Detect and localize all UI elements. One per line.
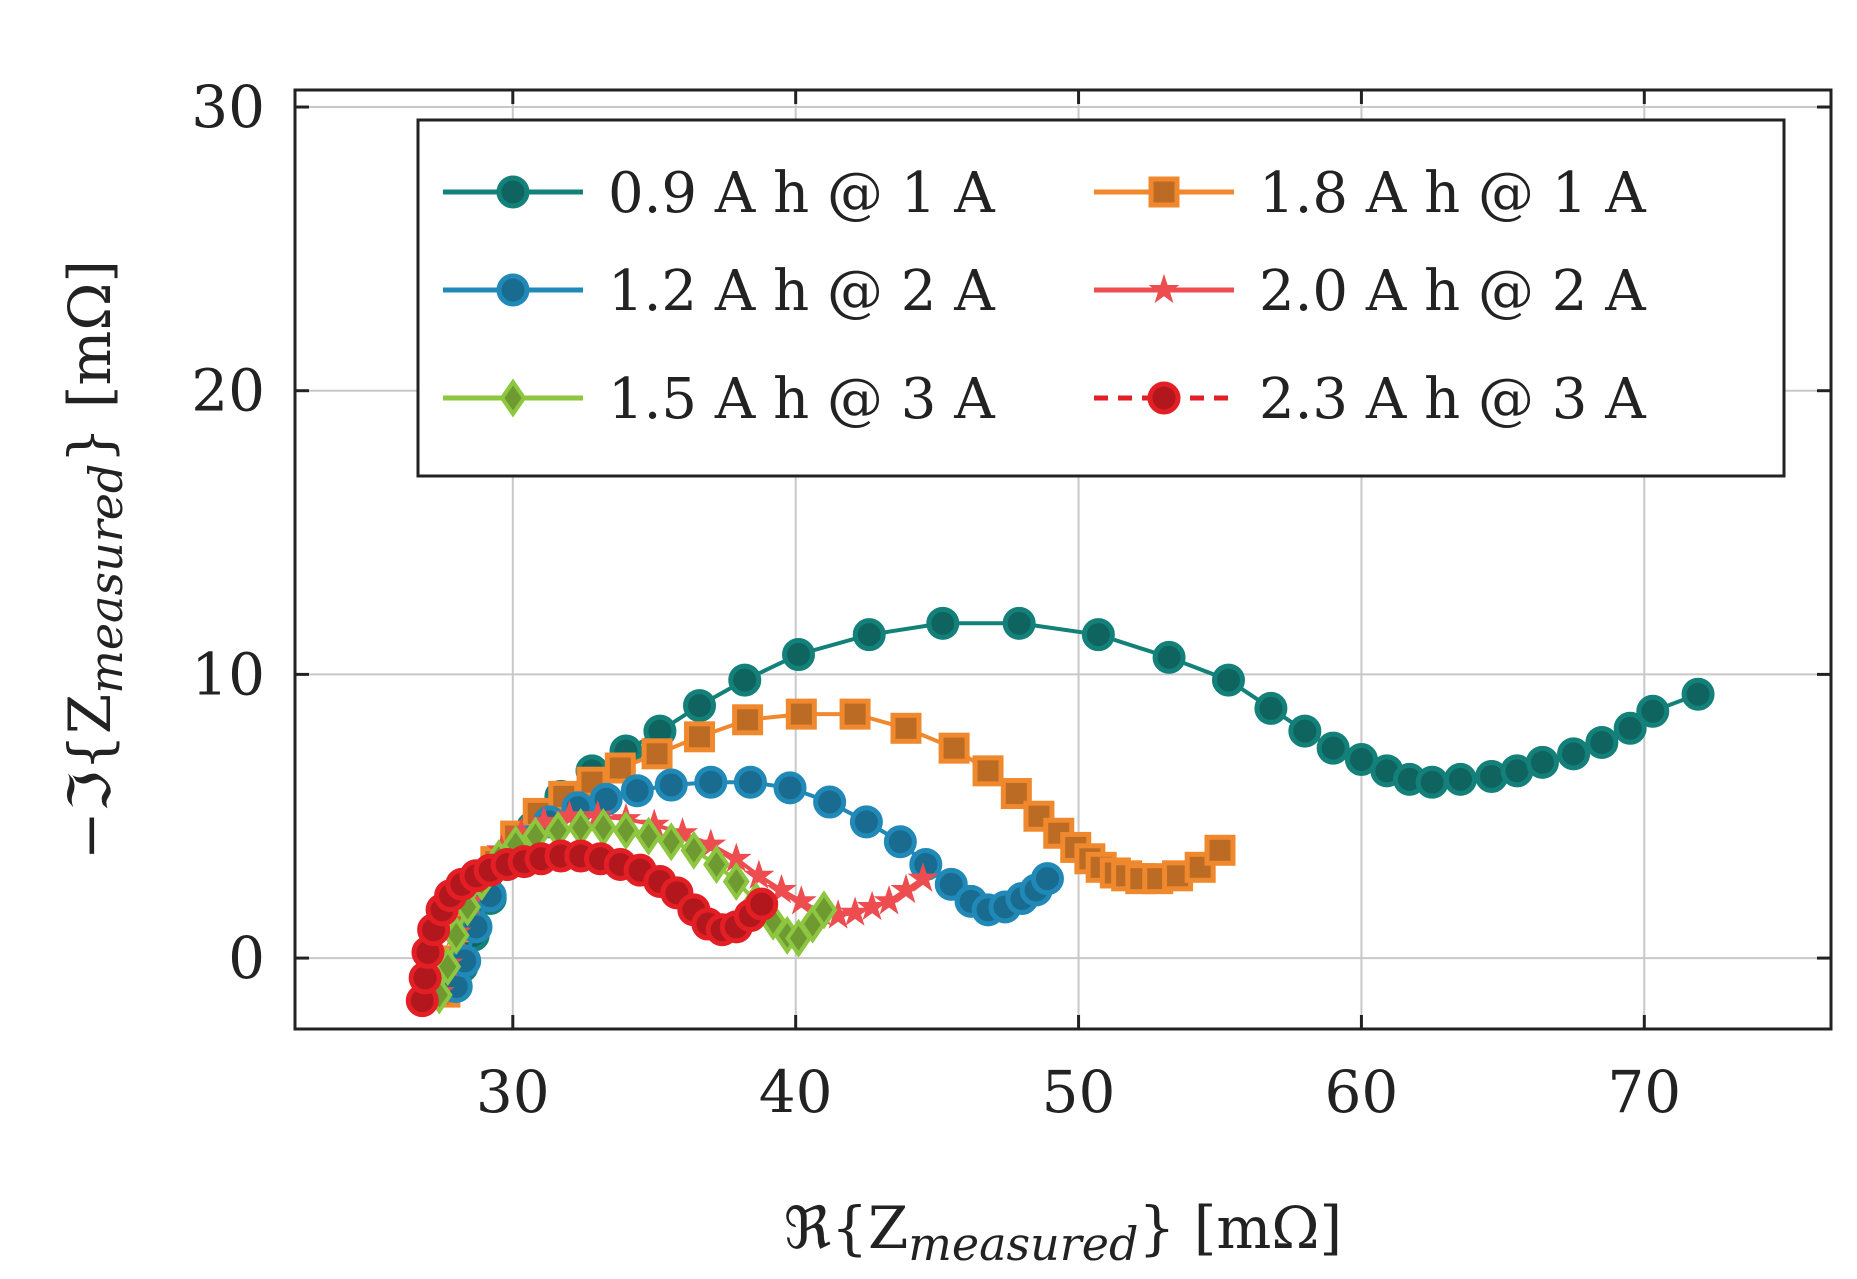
data-point — [890, 712, 922, 744]
x-tick-label: 40 — [759, 1058, 833, 1126]
data-point — [782, 638, 816, 672]
x-tick-labels: 30 40 50 60 70 — [476, 1058, 1681, 1126]
legend-label: 1.5 A h @ 3 A — [608, 367, 995, 432]
legend-marker — [496, 273, 530, 307]
x-tick-label: 70 — [1607, 1058, 1681, 1126]
y-tick-label: 20 — [191, 357, 265, 425]
legend-label: 1.8 A h @ 1 A — [1259, 161, 1646, 226]
legend-marker — [499, 378, 527, 418]
x-axis-label: ℜ{Zmeasured} [mΩ] — [784, 1194, 1342, 1271]
data-point — [1000, 778, 1032, 810]
data-point — [1254, 691, 1288, 725]
data-point — [1443, 762, 1477, 796]
legend-entry: 2.0 A h @ 2 A — [1094, 259, 1646, 324]
data-point — [1211, 663, 1245, 697]
data-point — [849, 805, 883, 839]
data-point — [703, 844, 730, 884]
data-point — [1415, 765, 1449, 799]
legend-marker — [496, 175, 530, 209]
data-point — [683, 689, 717, 723]
y-tick-label: 10 — [191, 640, 265, 708]
data-point — [1557, 737, 1591, 771]
data-point — [938, 732, 970, 764]
data-point — [773, 771, 807, 805]
data-point — [766, 873, 797, 904]
data-point — [839, 698, 871, 730]
data-point — [810, 890, 838, 930]
data-point — [732, 704, 764, 736]
data-point — [728, 663, 762, 697]
data-point — [680, 830, 708, 870]
data-point — [1081, 618, 1115, 652]
legend-label: 2.0 A h @ 2 A — [1259, 259, 1646, 324]
data-point — [883, 825, 917, 859]
data-point — [785, 885, 817, 915]
data-point — [907, 862, 939, 892]
data-point — [1023, 800, 1055, 832]
data-point — [733, 765, 767, 799]
data-point — [972, 755, 1004, 787]
data-point — [1525, 745, 1559, 779]
series-1 — [434, 606, 1715, 1003]
data-point — [1636, 694, 1670, 728]
data-point — [839, 896, 871, 926]
tick-marks — [295, 90, 1831, 1029]
data-point — [1316, 731, 1350, 765]
legend-box — [416, 118, 1786, 478]
data-point — [1030, 862, 1064, 896]
legend-entry: 1.2 A h @ 2 A — [443, 259, 995, 324]
series-6 — [405, 839, 779, 1018]
data-point — [745, 887, 779, 921]
legend-marker — [1148, 273, 1180, 304]
data-point — [695, 828, 727, 858]
legend-entry: 2.3 A h @ 3 A — [1094, 367, 1646, 432]
data-point — [657, 822, 685, 862]
y-tick-labels: 0 10 20 30 — [191, 73, 265, 992]
y-tick-label: 0 — [228, 924, 265, 992]
data-point — [604, 752, 636, 784]
data-point — [1204, 834, 1236, 866]
data-point — [785, 698, 817, 730]
data-point — [1613, 711, 1647, 745]
data-point — [684, 721, 716, 753]
legend-marker — [1148, 176, 1180, 208]
data-point — [641, 738, 673, 770]
y-axis-label: −ℑ{Zmeasured} [mΩ] — [56, 260, 133, 860]
x-tick-label: 30 — [476, 1058, 550, 1126]
legend-entry: 1.8 A h @ 1 A — [1094, 161, 1646, 226]
legend-label: 2.3 A h @ 3 A — [1259, 367, 1646, 432]
legend: 0.9 A h @ 1 A 1.8 A h @ 1 A 1.2 A h @ 2 A 2… — [416, 118, 1786, 478]
legend-entry: 0.9 A h @ 1 A — [443, 161, 995, 226]
plot-frame — [293, 88, 1833, 1031]
legend-marker — [1147, 381, 1181, 415]
y-tick-label: 30 — [191, 73, 265, 141]
data-point — [635, 816, 663, 856]
data-point — [694, 765, 728, 799]
data-point — [1288, 714, 1322, 748]
data-point — [612, 810, 640, 850]
x-tick-label: 60 — [1325, 1058, 1399, 1126]
data-point — [620, 774, 654, 808]
data-point — [1002, 606, 1036, 640]
x-tick-label: 50 — [1042, 1058, 1116, 1126]
data-point — [1681, 677, 1715, 711]
data-point — [926, 606, 960, 640]
series-layer — [405, 606, 1715, 1018]
data-point — [743, 859, 775, 889]
legend-label: 1.2 A h @ 2 A — [608, 259, 995, 324]
data-point — [654, 768, 688, 802]
data-point — [873, 885, 905, 915]
data-point — [852, 618, 886, 652]
data-point — [722, 861, 750, 902]
legend-label: 0.9 A h @ 1 A — [608, 161, 995, 226]
data-point — [1152, 640, 1186, 674]
legend-entry: 1.5 A h @ 3 A — [443, 367, 995, 432]
data-point — [813, 785, 847, 819]
data-point — [856, 890, 888, 921]
data-point — [1585, 725, 1619, 759]
data-point — [890, 873, 922, 904]
